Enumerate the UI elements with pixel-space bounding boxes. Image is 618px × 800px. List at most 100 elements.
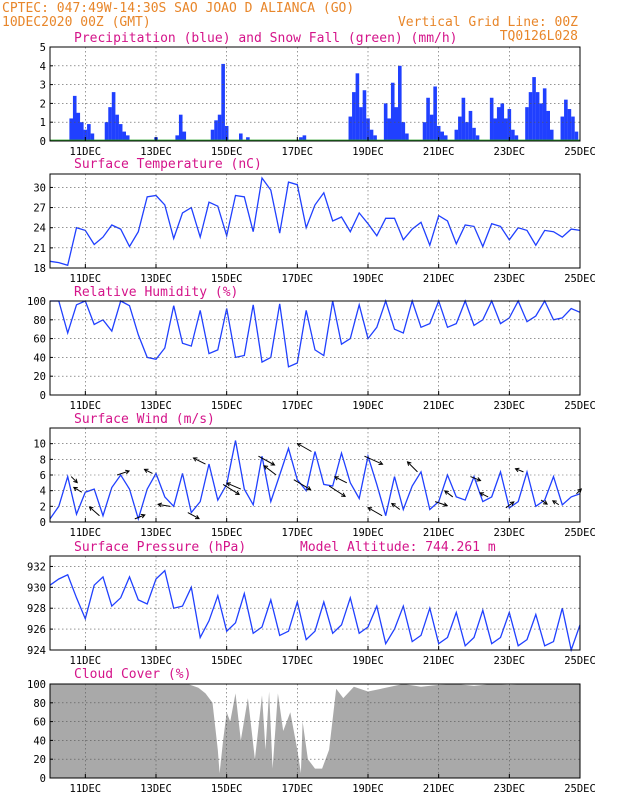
x-tick-label: 15DEC [211,655,243,667]
panel-frame [49,555,581,651]
precip-bar [221,63,225,141]
precip-bar [511,129,515,141]
precip-bar [210,129,215,141]
wind-arrow [470,476,482,482]
wind-arrow-shaft [367,507,383,517]
wind-arrow [222,483,240,495]
wind-arrow-shaft [258,455,275,466]
y-tick-label: 30 [33,182,46,194]
x-tick-label: 21DEC [423,527,455,539]
wind-arrow-head [476,477,482,482]
cloud-area [50,684,580,778]
x-tick-label: 13DEC [140,527,172,539]
x-tick-label: 17DEC [282,655,314,667]
x-tick-label: 13DEC [140,400,172,412]
x-tick-label: 25DEC [564,783,596,795]
wind-arrow-head [390,502,396,508]
panel-pressure: Surface Pressure (hPa) Model Altitude: 74… [27,540,596,667]
y-tick-label: 40 [33,735,46,747]
precip-bar [69,118,73,141]
wind-arrow-head [341,492,346,497]
precip-bar [369,129,374,141]
precip-bar [535,92,540,141]
x-tick-label: 21DEC [423,783,455,795]
wind-arrow-head [406,461,412,466]
precip-bar [366,118,370,141]
wind-arrow-head [367,507,373,512]
precip-bar [390,82,395,141]
x-tick-label: 17DEC [282,783,314,795]
x-tick-label: 13DEC [140,146,172,158]
precip-bar [239,133,243,141]
precip-bar [387,118,391,141]
wind-arrow-shaft [222,483,240,495]
precip-bar [539,103,543,141]
precip-bar [182,131,187,141]
y-tick-label: 100 [27,679,46,691]
precip-bar [528,92,533,141]
precip-bar [401,122,406,141]
x-tick-label: 11DEC [70,400,102,412]
x-tick-label: 19DEC [352,146,384,158]
precip-bar [571,116,575,141]
rh-series-line [50,298,581,368]
precip-bar [436,125,441,141]
y-tick-label: 5 [40,42,46,54]
wind-arrow-shaft [263,465,277,476]
y-tick-label: 24 [33,223,46,235]
wind-arrow [505,501,515,509]
y-tick-label: 1 [40,117,46,129]
precip-bar [504,118,508,141]
precip-bar [454,129,459,141]
wind-arrow-shaft [552,500,560,506]
precip-bar [461,97,466,141]
wind-arrow-shaft [297,443,312,452]
precip-bar [489,97,494,141]
x-tick-label: 25DEC [564,527,596,539]
precip-bar [224,125,229,141]
precip-bar [422,122,427,141]
pressure-series-line [49,569,581,653]
wind-arrow [116,469,131,476]
x-tick-label: 19DEC [352,400,384,412]
y-tick-label: 18 [33,263,46,275]
wind-arrow-shaft [515,468,524,473]
wind-arrow [293,479,312,491]
y-tick-label: 80 [33,698,46,710]
wind-arrow [296,442,312,452]
panel-title: Surface Wind (m/s) [74,412,215,427]
wind-arrow [406,461,418,473]
wind-arrow [514,467,524,473]
precip-bar [90,133,95,141]
precip-bar [514,135,519,141]
wind-arrow-shaft [444,490,454,498]
panel-temp: Surface Temperature (nC) 18 21 24 27 30 11DEC 1… [33,157,595,285]
y-tick-label: 926 [27,624,46,636]
wind-arrow [333,476,348,484]
y-tick-label: 2 [40,98,46,110]
x-tick-label: 23DEC [494,400,526,412]
y-tick-label: 0 [40,773,46,785]
wind-arrow-head [225,482,231,487]
wind-arrow-shaft [73,487,83,493]
y-tick-label: 0 [40,136,46,148]
y-tick-label: 100 [27,296,46,308]
wind-arrow-head [333,476,339,481]
panel-wind: Surface Wind (m/s) 0 2 4 6 8 10 11DEC 13DEC 15DEC… [33,412,595,539]
wind-series-line [49,440,581,522]
wind-arrow-shaft [540,499,548,505]
x-tick-label: 21DEC [423,655,455,667]
y-tick-label: 6 [40,470,46,482]
precip-bar [525,107,529,141]
precip-bar [574,131,579,141]
x-tick-label: 25DEC [564,146,596,158]
x-tick-label: 21DEC [423,400,455,412]
x-tick-label: 25DEC [564,273,596,285]
wind-arrow-head [157,502,163,508]
x-tick-label: 17DEC [282,273,314,285]
precip-bar [118,124,123,141]
wind-arrow-shaft [226,482,241,490]
precip-bar [80,122,84,141]
x-tick-label: 25DEC [564,655,596,667]
